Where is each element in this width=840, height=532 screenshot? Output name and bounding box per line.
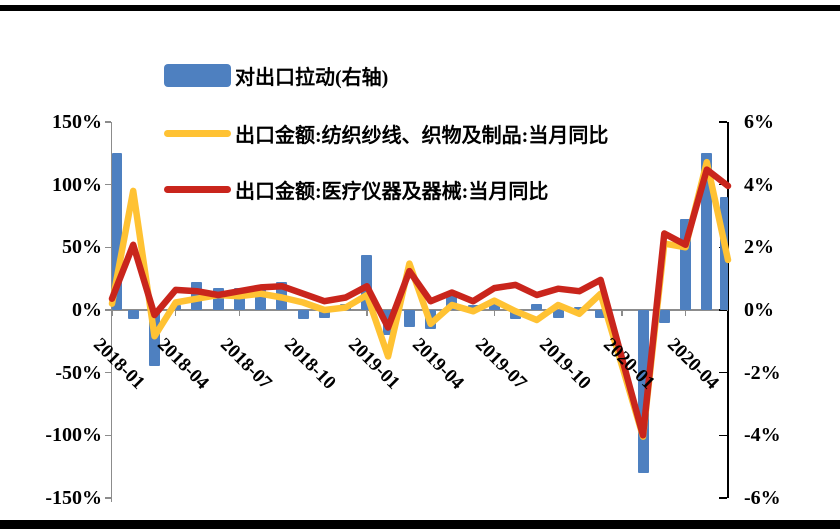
right-axis-tick (719, 309, 727, 311)
x-axis-tick (493, 310, 496, 316)
legend-item-medical: 出口金额:医疗仪器及器械:当月同比 (164, 175, 548, 204)
top-rule (0, 5, 840, 11)
left-axis-tick (105, 246, 111, 249)
left-axis-tick (105, 497, 111, 499)
left-axis-label: -50% (55, 361, 102, 384)
left-axis-label: -100% (45, 424, 102, 447)
bar (467, 305, 479, 310)
bar (297, 310, 309, 320)
bar (361, 255, 373, 310)
right-axis-label: -4% (744, 424, 781, 447)
legend-item-bar: 对出口拉动(右轴) (164, 61, 388, 90)
zero-axis-line (110, 309, 728, 311)
bar (573, 306, 585, 310)
bar (212, 288, 224, 310)
right-axis-tick (719, 497, 727, 499)
bar (403, 310, 415, 328)
bar (112, 153, 122, 310)
right-axis-tick (719, 434, 727, 437)
legend-label-medical: 出口金额:医疗仪器及器械:当月同比 (235, 181, 549, 203)
right-axis-label: -2% (744, 361, 781, 384)
line-series (108, 158, 732, 440)
bar (255, 288, 267, 310)
left-axis-label: 100% (52, 173, 102, 196)
right-axis-label: 6% (744, 111, 774, 133)
left-axis-label: 50% (62, 236, 102, 259)
bar (531, 303, 543, 310)
line-series (108, 166, 732, 439)
left-axis-label: 0% (72, 299, 102, 321)
bar (637, 310, 649, 473)
legend-swatch-bar (164, 64, 231, 87)
right-axis-label: 0% (744, 299, 774, 321)
right-axis-tick (719, 121, 727, 123)
legend-label-bar: 对出口拉动(右轴) (235, 67, 389, 89)
left-axis-tick (105, 371, 111, 374)
x-axis-tick (238, 310, 241, 316)
legend-item-textile: 出口金额:纺织纱线、织物及制品:当月同比 (164, 119, 608, 148)
bar (488, 300, 500, 310)
left-axis-tick (105, 434, 111, 437)
left-axis-tick (105, 309, 111, 311)
bar (318, 310, 330, 318)
bar (701, 153, 713, 310)
right-axis-label: 4% (744, 173, 774, 196)
bottom-rule (0, 520, 840, 529)
right-axis-tick (719, 371, 727, 374)
legend-label-textile: 出口金额:纺织纱线、织物及制品:当月同比 (235, 125, 609, 147)
x-axis-tick (684, 310, 687, 316)
x-axis-tick (366, 310, 368, 316)
left-axis-tick (105, 183, 111, 186)
bar (658, 310, 670, 323)
left-axis-label: 150% (52, 111, 102, 133)
bar (552, 310, 564, 318)
right-axis-label: 2% (744, 236, 774, 259)
left-axis-label: -150% (45, 487, 102, 509)
left-axis-tick (105, 121, 111, 123)
right-axis-label: -6% (744, 487, 781, 509)
bar (595, 310, 607, 318)
legend-swatch-textile-line (164, 130, 231, 137)
x-axis-tick (174, 310, 177, 316)
legend-swatch-medical-line (164, 186, 231, 193)
bar (127, 310, 139, 320)
x-axis-tick (621, 310, 623, 316)
x-axis-tick (111, 310, 113, 316)
bar (680, 219, 692, 310)
